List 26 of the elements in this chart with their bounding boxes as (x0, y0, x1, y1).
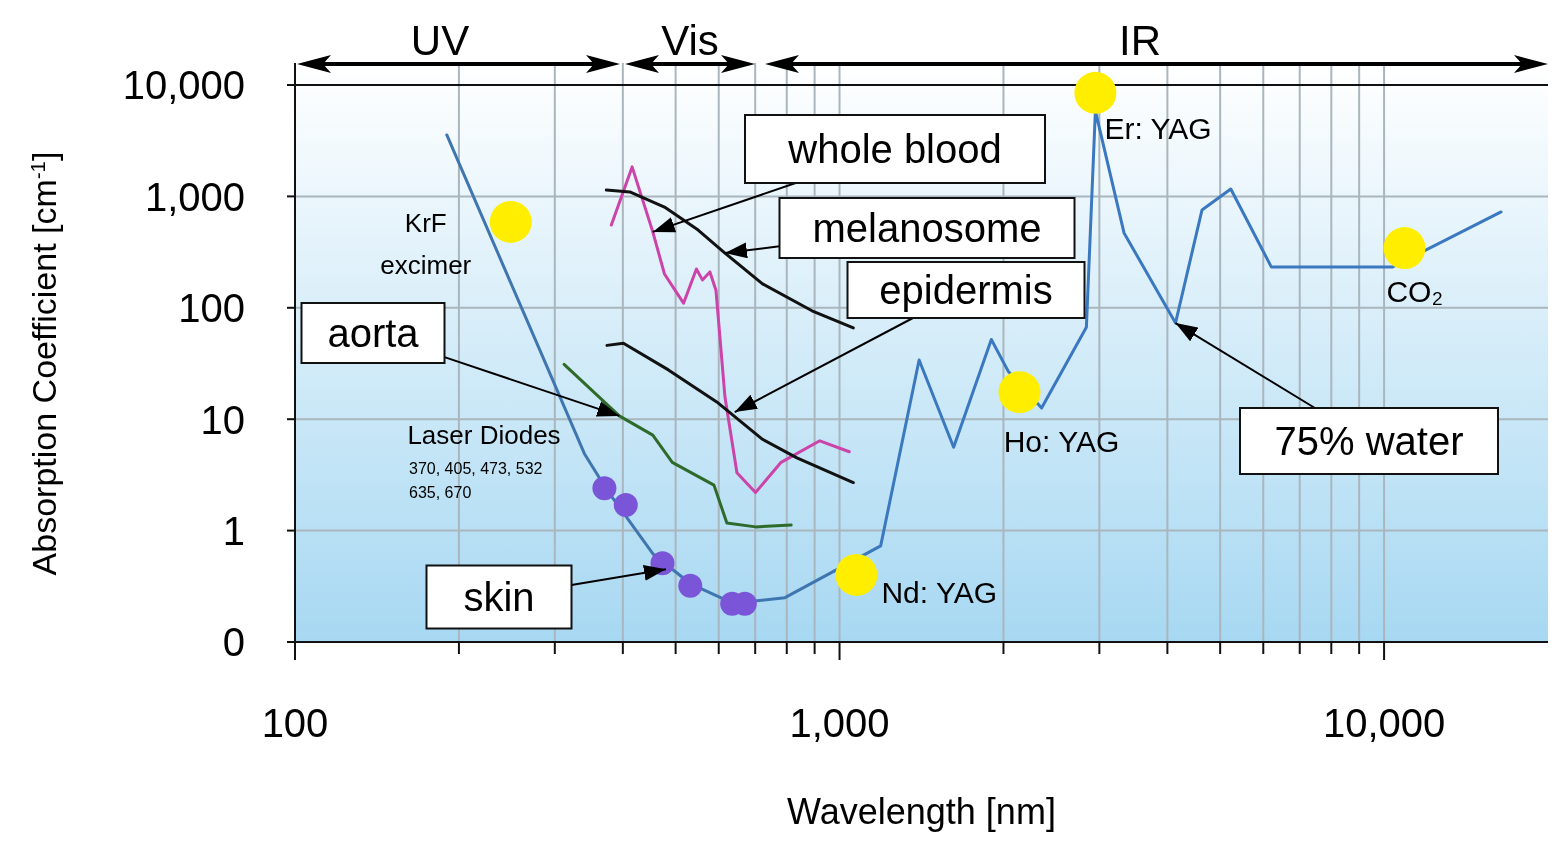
annotation: KrF excimer (380, 207, 472, 280)
x-tick-label: 1,000 (789, 701, 890, 745)
annotation: melanosome (812, 206, 1042, 250)
y-tick-label: 10,000 (122, 63, 245, 108)
y-tick-label: 10 (200, 397, 245, 442)
annotation: Ho: YAG (1003, 425, 1120, 459)
annotation: CO₂ (1386, 275, 1444, 309)
annotation: epidermis (879, 268, 1053, 312)
y-tick-label: 100 (178, 286, 245, 331)
x-tick-label: 100 (261, 701, 329, 745)
annotation: skin (463, 575, 535, 619)
text: IR (1119, 17, 1161, 64)
annotation: Laser Diodes (407, 420, 561, 450)
annotation: Er: YAG (1104, 111, 1212, 145)
x-tick-label: 10,000 (1322, 701, 1446, 745)
annotation: 370, 405, 473, 532 635, 670 (409, 460, 543, 501)
y-tick-label: 0 (222, 620, 245, 665)
x-axis-title: Wavelength [nm] (787, 791, 1056, 832)
annotation: 75% water (1274, 419, 1464, 463)
text: Vis (661, 17, 719, 64)
text: UV (410, 17, 470, 64)
annotation: Nd: YAG (881, 575, 998, 609)
y-tick-label: 1 (222, 509, 245, 553)
y-tick-label: 1,000 (144, 174, 245, 219)
annotation: whole blood (787, 127, 1002, 171)
annotation: aorta (327, 311, 420, 355)
